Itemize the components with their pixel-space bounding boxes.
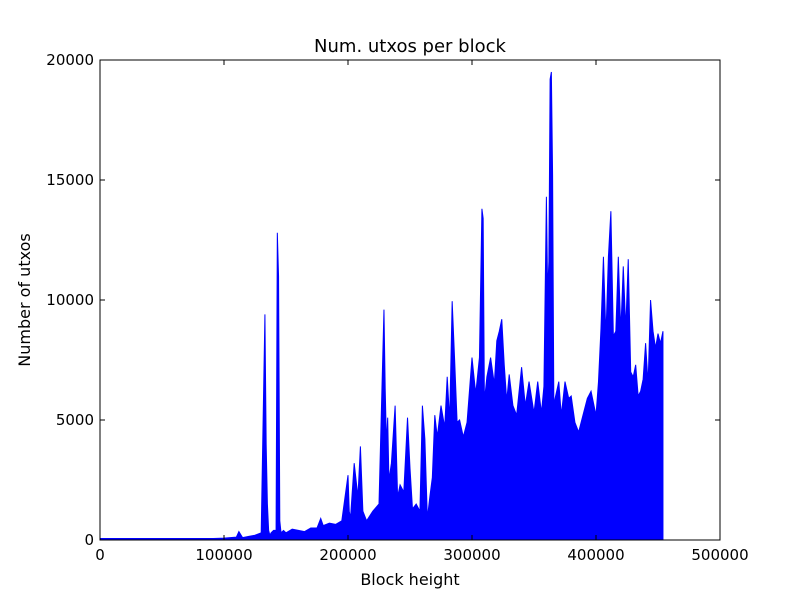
x-tick-label: 0	[95, 546, 105, 564]
x-tick-label: 300000	[443, 546, 500, 564]
x-tick-label: 400000	[567, 546, 624, 564]
x-tick-label: 500000	[691, 546, 748, 564]
series-line-0	[100, 71, 664, 541]
x-axis-label: Block height	[360, 570, 459, 589]
y-tick-label: 20000	[46, 51, 94, 69]
plot-area	[100, 71, 664, 541]
y-tick-label: 15000	[46, 171, 94, 189]
y-tick-label: 0	[84, 531, 94, 549]
x-tick-label: 100000	[195, 546, 252, 564]
x-tick-label: 200000	[319, 546, 376, 564]
axis-ticks: 0 100000 200000 300000 400000 500000 0 5000 1000…	[46, 51, 748, 564]
y-tick-label: 5000	[56, 411, 94, 429]
chart-title: Num. utxos per block	[314, 36, 506, 57]
y-tick-label: 10000	[46, 291, 94, 309]
y-axis-label: Number of utxos	[15, 233, 34, 366]
plot-frame	[99, 59, 721, 541]
